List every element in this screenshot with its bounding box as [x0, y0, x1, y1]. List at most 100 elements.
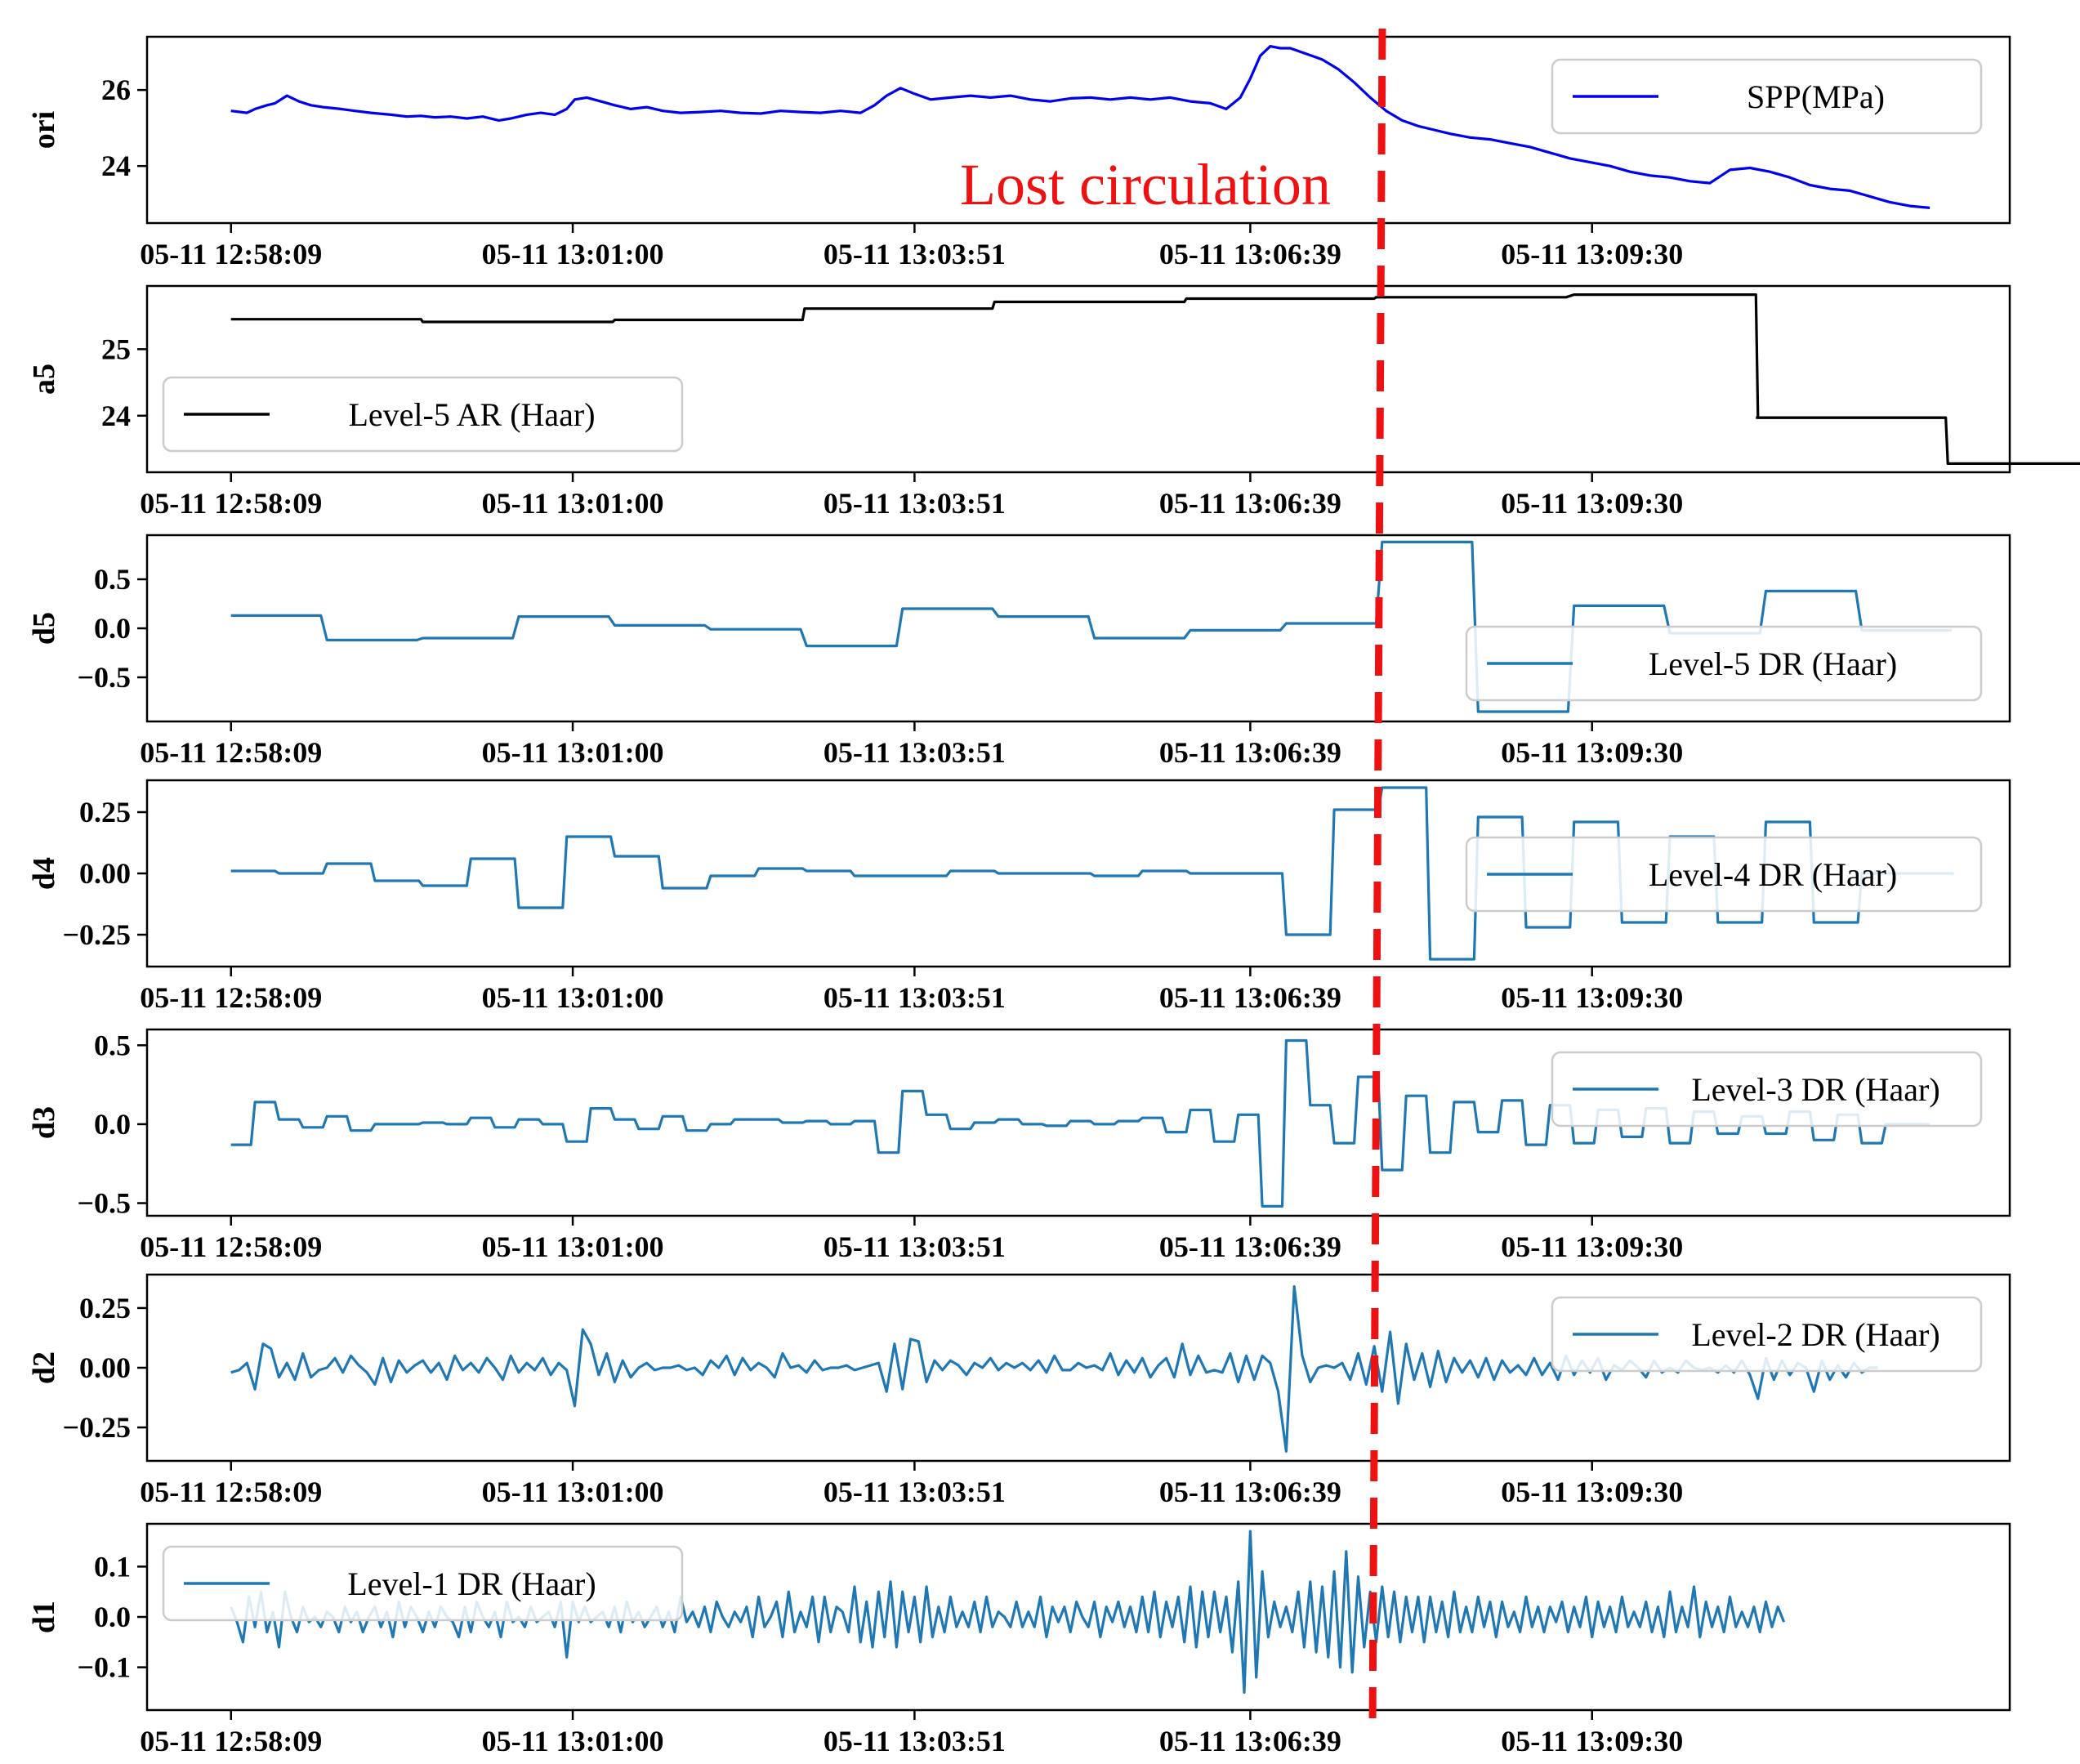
y-tick-label-d3-0: −0.5 — [77, 1187, 131, 1220]
x-tick-label-d3-1: 05-11 13:01:00 — [482, 1230, 664, 1263]
x-tick-label-d4-4: 05-11 13:09:30 — [1501, 981, 1683, 1014]
x-tick-label-d1-3: 05-11 13:06:39 — [1159, 1725, 1341, 1757]
x-tick-label-d4-3: 05-11 13:06:39 — [1159, 981, 1341, 1014]
x-tick-label-ori-4: 05-11 13:09:30 — [1501, 238, 1683, 270]
x-tick-label-ori-1: 05-11 13:01:00 — [482, 238, 664, 270]
lost-circulation-label: Lost circulation — [960, 152, 1331, 217]
y-tick-label-d3-1: 0.0 — [94, 1108, 131, 1141]
y-axis-label-d2: d2 — [27, 1351, 61, 1384]
legend-box-ori — [1551, 58, 1983, 135]
x-tick-label-d4-0: 05-11 12:58:09 — [140, 981, 322, 1014]
y-tick-label-d2-2: 0.25 — [79, 1292, 131, 1324]
x-tick-label-d4-2: 05-11 13:03:51 — [824, 981, 1006, 1014]
x-tick-label-d2-4: 05-11 13:09:30 — [1501, 1476, 1683, 1508]
y-tick-label-d5-2: 0.5 — [94, 563, 131, 596]
legend-label-d3: Level-3 DR (Haar) — [1691, 1071, 1939, 1108]
x-tick-label-d3-3: 05-11 13:06:39 — [1159, 1230, 1341, 1263]
x-tick-label-d5-2: 05-11 13:03:51 — [824, 736, 1006, 769]
y-tick-label-d4-2: 0.25 — [79, 796, 131, 828]
y-axis-label-d3: d3 — [27, 1106, 61, 1139]
y-axis-label-a5: a5 — [27, 364, 61, 395]
x-tick-label-d2-3: 05-11 13:06:39 — [1159, 1476, 1341, 1508]
legend-ori: SPP(MPa) — [1551, 58, 1983, 135]
x-tick-label-d3-0: 05-11 12:58:09 — [140, 1230, 322, 1263]
x-tick-label-a5-1: 05-11 13:01:00 — [482, 487, 664, 520]
x-tick-label-d5-3: 05-11 13:06:39 — [1159, 736, 1341, 769]
x-tick-label-d5-0: 05-11 12:58:09 — [140, 736, 322, 769]
x-tick-label-d5-4: 05-11 13:09:30 — [1501, 736, 1683, 769]
y-axis-label-d5: d5 — [27, 612, 61, 645]
x-tick-label-d1-1: 05-11 13:01:00 — [482, 1725, 664, 1757]
legend-d5: Level-5 DR (Haar) — [1465, 625, 1983, 702]
panel-d2: −0.25 0.00 0.25 05-11 12:58:09 05-11 13:01:0… — [27, 1273, 2011, 1508]
legend-d4: Level-4 DR (Haar) — [1465, 836, 1983, 913]
y-tick-label-d2-1: 0.00 — [79, 1351, 131, 1384]
y-tick-label-a5-1: 25 — [101, 333, 131, 365]
series-line-ori-0 — [230, 45, 1930, 209]
lost-circulation-marker: Lost circulation — [960, 28, 1386, 1729]
panel-d4: −0.25 0.00 0.25 05-11 12:58:09 05-11 13:01:0… — [27, 779, 2011, 1014]
legend-box-d1 — [162, 1545, 684, 1622]
panels: 24 26 05-11 12:58:09 05-11 13:01:00 05-11 13… — [27, 35, 2080, 1757]
y-tick-label-a5-0: 24 — [101, 400, 131, 432]
x-tick-label-ori-0: 05-11 12:58:09 — [140, 238, 322, 270]
series-line-a5-1 — [1756, 416, 2080, 465]
y-axis-label-d1: d1 — [27, 1601, 61, 1633]
axes-frame-ori — [145, 35, 2011, 225]
legend-label-ori: SPP(MPa) — [1747, 78, 1885, 115]
lost-circulation-line — [1368, 28, 1386, 1729]
y-axis-label-d4: d4 — [27, 857, 61, 890]
x-tick-label-d1-4: 05-11 13:09:30 — [1501, 1725, 1683, 1757]
legend-label-d1: Level-1 DR (Haar) — [347, 1565, 596, 1602]
y-tick-label-ori-1: 26 — [101, 74, 131, 106]
y-tick-label-d1-1: 0.0 — [94, 1601, 131, 1633]
series-line-d5-0 — [230, 540, 1953, 713]
panel-d3: −0.5 0.0 0.5 05-11 12:58:09 05-11 13:01:00 05… — [27, 1028, 2011, 1263]
x-tick-label-d3-4: 05-11 13:09:30 — [1501, 1230, 1683, 1263]
axes-frame-d3 — [145, 1028, 2011, 1217]
x-tick-label-a5-4: 05-11 13:09:30 — [1501, 487, 1683, 520]
legend-d2: Level-2 DR (Haar) — [1551, 1296, 1983, 1373]
y-tick-label-d3-2: 0.5 — [94, 1029, 131, 1061]
panel-d1: −0.1 0.0 0.1 05-11 12:58:09 05-11 13:01:00 05… — [27, 1522, 2011, 1757]
x-tick-label-d3-2: 05-11 13:03:51 — [824, 1230, 1006, 1263]
legend-d1: Level-1 DR (Haar) — [162, 1545, 684, 1622]
series-line-a5-0 — [230, 293, 1946, 419]
legend-d3: Level-3 DR (Haar) — [1551, 1051, 1983, 1128]
x-tick-label-d4-1: 05-11 13:01:00 — [482, 981, 664, 1014]
series-line-d2-0 — [230, 1285, 1878, 1453]
legend-label-d5: Level-5 DR (Haar) — [1649, 645, 1897, 682]
legend-box-d5 — [1465, 625, 1983, 702]
x-tick-label-d1-2: 05-11 13:03:51 — [824, 1725, 1006, 1757]
legend-label-d4: Level-4 DR (Haar) — [1649, 856, 1897, 893]
legend-box-a5 — [162, 376, 684, 453]
y-tick-label-d2-0: −0.25 — [62, 1411, 131, 1444]
y-axis-label-ori: ori — [27, 111, 61, 149]
x-tick-label-a5-3: 05-11 13:06:39 — [1159, 487, 1341, 520]
panel-ori: 24 26 05-11 12:58:09 05-11 13:01:00 05-11 13… — [27, 35, 2011, 270]
panel-d5: −0.5 0.0 0.5 05-11 12:58:09 05-11 13:01:00 05… — [27, 534, 2011, 769]
y-tick-label-d4-0: −0.25 — [62, 918, 131, 951]
legend-box-d3 — [1551, 1051, 1983, 1128]
panel-a5: 24 25 05-11 12:58:09 05-11 13:01:00 05-11 13… — [27, 284, 2080, 520]
y-tick-label-d5-0: −0.5 — [77, 661, 131, 694]
legend-box-d2 — [1551, 1296, 1983, 1373]
x-tick-label-ori-3: 05-11 13:06:39 — [1159, 238, 1341, 270]
x-tick-label-d5-1: 05-11 13:01:00 — [482, 736, 664, 769]
x-tick-label-d1-0: 05-11 12:58:09 — [140, 1725, 322, 1757]
y-tick-label-ori-0: 24 — [101, 150, 131, 182]
legend-label-a5: Level-5 AR (Haar) — [348, 396, 595, 433]
x-tick-label-ori-2: 05-11 13:03:51 — [824, 238, 1006, 270]
axes-frame-a5 — [145, 284, 2011, 474]
x-tick-label-d2-1: 05-11 13:01:00 — [482, 1476, 664, 1508]
legend-label-d2: Level-2 DR (Haar) — [1691, 1316, 1939, 1353]
x-tick-label-d2-2: 05-11 13:03:51 — [824, 1476, 1006, 1508]
legend-a5: Level-5 AR (Haar) — [162, 376, 684, 453]
y-tick-label-d4-1: 0.00 — [79, 857, 131, 890]
y-tick-label-d1-0: −0.1 — [77, 1651, 131, 1684]
legend-box-d4 — [1465, 836, 1983, 913]
x-tick-label-a5-2: 05-11 13:03:51 — [824, 487, 1006, 520]
x-tick-label-a5-0: 05-11 12:58:09 — [140, 487, 322, 520]
y-tick-label-d5-1: 0.0 — [94, 612, 131, 645]
